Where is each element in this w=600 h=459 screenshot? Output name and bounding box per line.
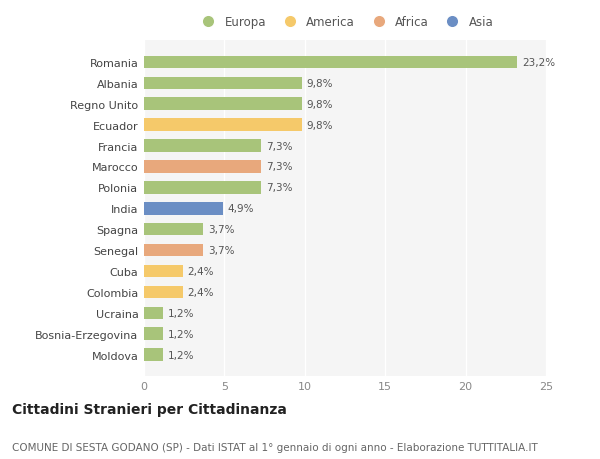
Text: 9,8%: 9,8%: [307, 100, 333, 110]
Bar: [144, 349, 163, 361]
Bar: [144, 286, 182, 298]
Text: 1,2%: 1,2%: [168, 308, 194, 318]
Text: COMUNE DI SESTA GODANO (SP) - Dati ISTAT al 1° gennaio di ogni anno - Elaborazio: COMUNE DI SESTA GODANO (SP) - Dati ISTAT…: [12, 442, 538, 452]
Bar: [144, 265, 182, 278]
Bar: [144, 78, 302, 90]
Bar: [144, 119, 302, 132]
Text: 7,3%: 7,3%: [266, 162, 293, 172]
Text: 4,9%: 4,9%: [227, 204, 254, 214]
Text: 7,3%: 7,3%: [266, 141, 293, 151]
Bar: [144, 98, 302, 111]
Text: 1,2%: 1,2%: [168, 329, 194, 339]
Bar: [144, 56, 517, 69]
Text: 1,2%: 1,2%: [168, 350, 194, 360]
Text: 3,7%: 3,7%: [208, 246, 235, 256]
Bar: [144, 182, 262, 194]
Bar: [144, 140, 262, 152]
Text: 23,2%: 23,2%: [522, 58, 555, 68]
Bar: [144, 244, 203, 257]
Text: 2,4%: 2,4%: [187, 266, 214, 276]
Bar: [144, 202, 223, 215]
Text: 3,7%: 3,7%: [208, 225, 235, 235]
Legend: Europa, America, Africa, Asia: Europa, America, Africa, Asia: [196, 16, 494, 29]
Text: 7,3%: 7,3%: [266, 183, 293, 193]
Bar: [144, 328, 163, 340]
Text: 2,4%: 2,4%: [187, 287, 214, 297]
Bar: [144, 224, 203, 236]
Text: Cittadini Stranieri per Cittadinanza: Cittadini Stranieri per Cittadinanza: [12, 402, 287, 416]
Text: 9,8%: 9,8%: [307, 78, 333, 89]
Bar: [144, 307, 163, 319]
Bar: [144, 161, 262, 174]
Text: 9,8%: 9,8%: [307, 120, 333, 130]
